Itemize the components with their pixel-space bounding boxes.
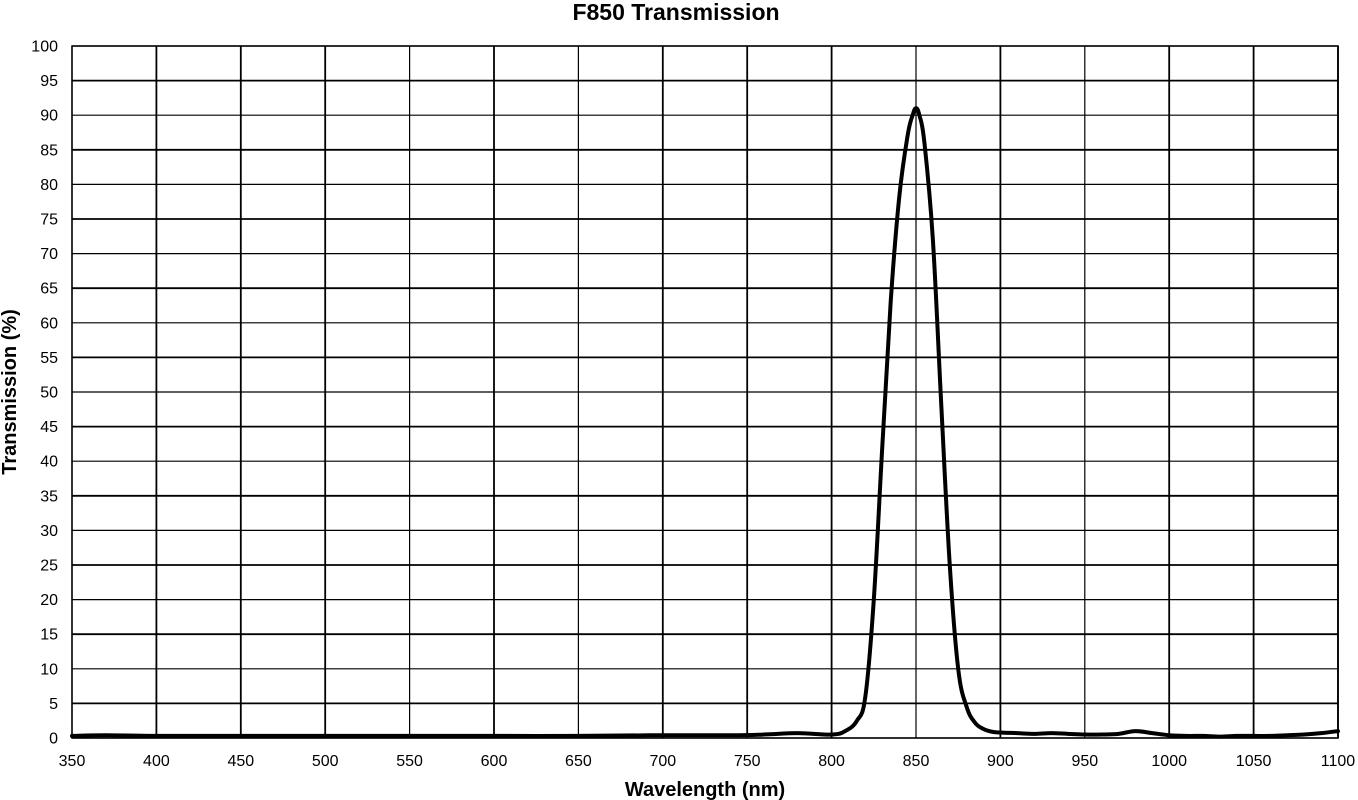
y-tick-labels: 0 5 10 15 20 25 30 35 40 45 50 55 60 65 70 75 80 85 90 95 10…	[31, 39, 58, 748]
y-tick-label: 30	[40, 523, 58, 540]
transmission-series-line	[70, 106, 1340, 739]
x-tick-label: 950	[1071, 753, 1098, 770]
y-tick-label: 80	[40, 177, 58, 194]
y-tick-label: 95	[40, 73, 58, 90]
y-tick-label: 85	[40, 142, 58, 159]
y-tick-label: 15	[40, 627, 58, 644]
x-tick-label: 650	[565, 753, 592, 770]
y-tick-label: 0	[49, 731, 58, 748]
y-tick-label: 35	[40, 488, 58, 505]
x-tick-label: 900	[987, 753, 1014, 770]
y-tick-label: 40	[40, 454, 58, 471]
x-tick-label: 1050	[1236, 753, 1272, 770]
y-tick-label: 50	[40, 385, 58, 402]
y-tick-label: 55	[40, 350, 58, 367]
x-tick-label: 400	[143, 753, 170, 770]
x-tick-label: 1000	[1151, 753, 1187, 770]
x-tick-label: 1100	[1321, 753, 1356, 770]
y-tick-label: 10	[40, 661, 58, 678]
y-tick-label: 90	[40, 108, 58, 125]
x-tick-label: 450	[227, 753, 254, 770]
series-layer	[70, 106, 1340, 739]
y-tick-label: 65	[40, 281, 58, 298]
x-tick-label: 500	[312, 753, 339, 770]
y-tick-label: 45	[40, 419, 58, 436]
x-tick-label: 700	[649, 753, 676, 770]
y-tick-label: 70	[40, 246, 58, 263]
x-tick-label: 800	[818, 753, 845, 770]
y-tick-label: 5	[49, 696, 58, 713]
y-tick-label: 100	[31, 39, 58, 56]
x-tick-label: 550	[396, 753, 423, 770]
x-tick-labels: 350 400 450 500 550 600 650 700 750 800 850 900 950 1…	[59, 753, 1356, 770]
x-tick-label: 350	[59, 753, 86, 770]
y-tick-label: 75	[40, 212, 58, 229]
x-tick-label: 750	[734, 753, 761, 770]
y-tick-label: 20	[40, 592, 58, 609]
y-tick-label: 60	[40, 315, 58, 332]
chart-title: F850 Transmission	[572, 0, 779, 25]
x-axis-label: Wavelength (nm)	[625, 779, 785, 800]
x-tick-label: 850	[903, 753, 930, 770]
grid	[71, 45, 1339, 739]
x-tick-label: 600	[481, 753, 508, 770]
y-axis-label: Transmission (%)	[0, 309, 21, 475]
plot-frame	[71, 45, 1339, 739]
y-tick-label: 25	[40, 558, 58, 575]
